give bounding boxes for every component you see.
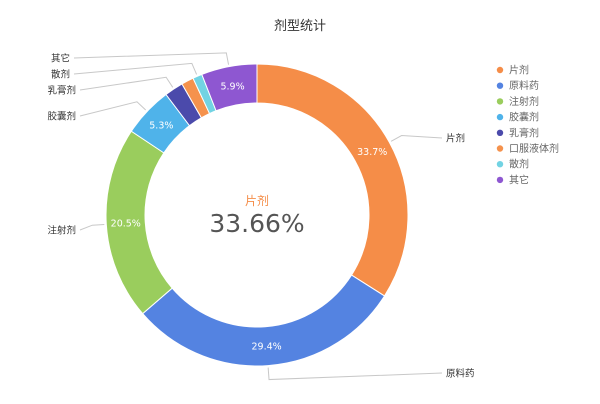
slice-value-label-2: 20.5% [111, 219, 141, 230]
chart-title: 剂型统计 [274, 19, 326, 34]
pie-slice-0[interactable] [256, 63, 409, 297]
category-label-1: 原料药 [446, 368, 475, 380]
leader-line-6 [73, 62, 198, 75]
slice-value-label-7: 5.9% [220, 81, 244, 92]
legend-item-5[interactable]: 口服液体剂 [509, 142, 559, 155]
leader-line-2 [79, 223, 105, 231]
leader-line-0 [390, 135, 443, 142]
category-label-6: 散剂 [51, 69, 70, 81]
legend-marker-1[interactable] [496, 82, 504, 89]
slice-value-label-1: 29.4% [251, 342, 281, 353]
category-label-2: 注射剂 [47, 225, 76, 237]
leader-line-4 [79, 76, 174, 91]
center-value-label: 33.66% [209, 209, 304, 238]
legend-marker-3[interactable] [496, 113, 504, 121]
pie-slice-7[interactable] [201, 63, 258, 112]
category-label-4: 乳膏剂 [47, 85, 76, 97]
leader-line-1 [267, 367, 443, 381]
category-label-7: 其它 [51, 53, 70, 65]
legend-item-0[interactable]: 片剂 [509, 64, 529, 77]
legend-marker-7[interactable] [496, 176, 504, 184]
category-label-0: 片剂 [446, 133, 465, 145]
leader-lines [73, 52, 443, 381]
center-category-label: 片剂 [245, 193, 269, 208]
legend-item-4[interactable]: 乳膏剂 [509, 126, 539, 139]
legend-item-6[interactable]: 散剂 [509, 158, 529, 171]
legend-item-3[interactable]: 胶囊剂 [509, 111, 539, 124]
legend-marker-4[interactable] [496, 129, 504, 136]
leader-line-7 [73, 52, 230, 65]
legend-marker-6[interactable] [496, 161, 504, 168]
legend-item-7[interactable]: 其它 [509, 173, 529, 186]
leader-line-3 [79, 101, 147, 117]
slice-value-label-0: 33.7% [357, 147, 387, 158]
legend-marker-0[interactable] [496, 66, 504, 74]
legend-marker-5[interactable] [496, 145, 504, 152]
legend-marker-2[interactable] [496, 98, 504, 105]
slices [105, 63, 409, 367]
slice-labels: 33.7% 29.4% 20.5% 5.3% 5.9% [111, 81, 388, 352]
legend-item-2[interactable]: 注射剂 [509, 95, 539, 108]
legend-item-1[interactable]: 原料药 [509, 79, 539, 92]
slice-value-label-3: 5.3% [149, 120, 173, 131]
category-label-3: 胶囊剂 [47, 111, 76, 123]
